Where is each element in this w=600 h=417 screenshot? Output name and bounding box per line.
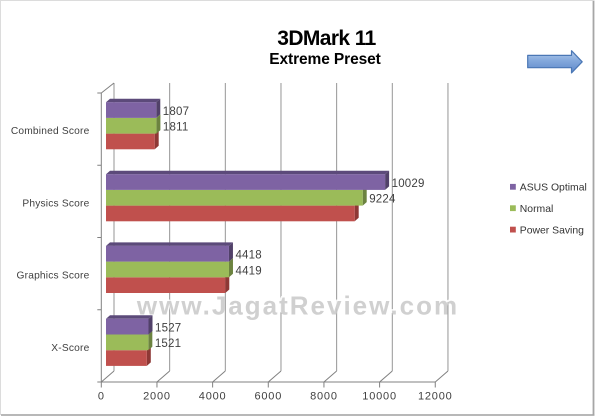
- svg-text:8000: 8000: [310, 391, 338, 403]
- svg-text:X-Score: X-Score: [51, 343, 89, 354]
- svg-text:0: 0: [98, 391, 105, 403]
- svg-text:9224: 9224: [369, 194, 396, 206]
- svg-text:Power Saving: Power Saving: [520, 225, 584, 236]
- svg-text:Physics Score: Physics Score: [22, 198, 89, 209]
- svg-text:1521: 1521: [155, 338, 181, 350]
- svg-text:www.JagatReview.com: www.JagatReview.com: [135, 289, 458, 319]
- svg-text:4418: 4418: [235, 250, 261, 262]
- svg-text:4419: 4419: [235, 265, 261, 277]
- svg-text:1807: 1807: [163, 106, 189, 118]
- svg-text:1527: 1527: [155, 322, 181, 334]
- svg-text:10000: 10000: [362, 391, 397, 403]
- svg-text:4000: 4000: [199, 391, 227, 403]
- svg-text:ASUS Optimal: ASUS Optimal: [520, 183, 587, 194]
- svg-text:12000: 12000: [418, 391, 453, 403]
- svg-text:1811: 1811: [163, 122, 189, 134]
- svg-text:Graphics Score: Graphics Score: [16, 271, 89, 282]
- svg-text:Combined Score: Combined Score: [11, 126, 90, 137]
- svg-text:Normal: Normal: [520, 204, 554, 215]
- svg-text:3DMark 11: 3DMark 11: [277, 27, 376, 50]
- svg-text:10029: 10029: [392, 178, 425, 190]
- svg-text:Extreme Preset: Extreme Preset: [269, 51, 380, 68]
- svg-text:www.JagatReview.com: www.JagatReview.com: [136, 290, 459, 320]
- svg-text:2000: 2000: [143, 391, 171, 403]
- svg-text:6000: 6000: [254, 391, 282, 403]
